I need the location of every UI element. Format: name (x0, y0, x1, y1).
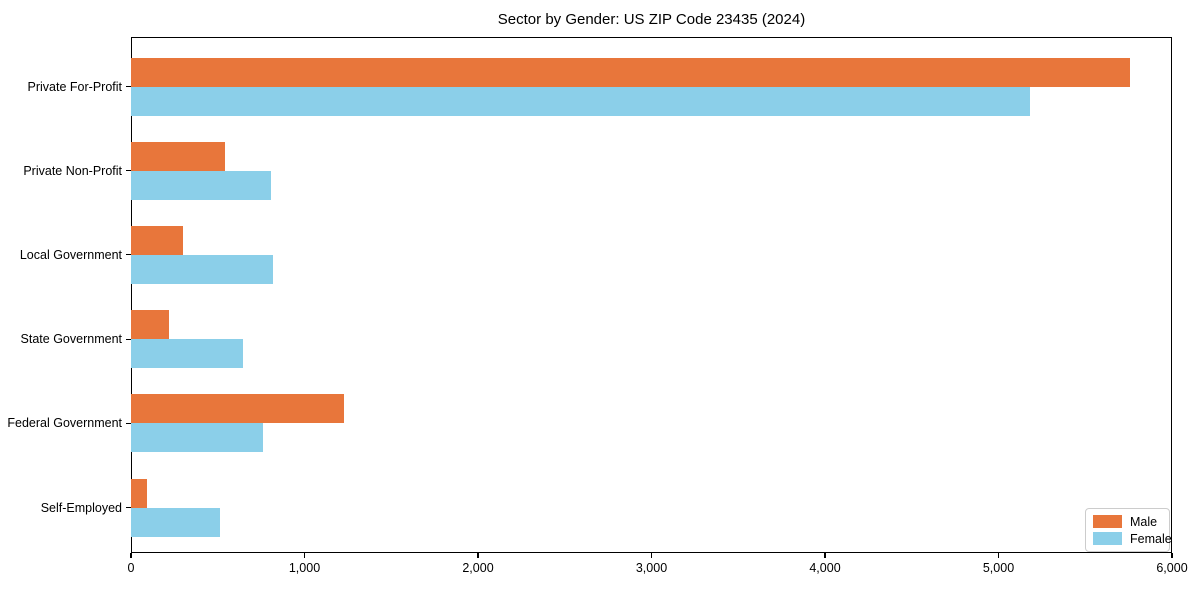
legend-item-male: Male (1093, 514, 1162, 529)
chart-title: Sector by Gender: US ZIP Code 23435 (202… (497, 11, 806, 28)
x-tick-label-4-000: 4,000 (809, 561, 841, 575)
y-tick-mark (126, 85, 131, 88)
x-tick-mark (824, 553, 826, 558)
bar-female-federal-government (131, 423, 263, 453)
x-tick-label-1-000: 1,000 (288, 561, 321, 575)
bar-female-private-for-profit (131, 86, 1030, 116)
y-tick-mark (126, 338, 131, 340)
legend-item-female: Female (1093, 531, 1172, 546)
x-tick-mark (997, 553, 1000, 558)
x-tick-mark (303, 553, 306, 558)
bar-female-self-employed (131, 507, 221, 537)
bar-female-state-government (131, 339, 243, 369)
y-tick-label-local-government: Local Government (19, 247, 122, 262)
x-tick-label-2-000: 2,000 (462, 561, 494, 575)
legend: Male Female (1085, 508, 1172, 552)
bar-male-private-for-profit (131, 57, 1131, 87)
bar-female-local-government (131, 254, 273, 284)
x-tick-label-6-000: 6,000 (1156, 561, 1188, 575)
y-tick-label-private-for-profit: Private For-Profit (27, 79, 122, 94)
y-tick-mark (126, 422, 131, 424)
y-tick-label-private-non-profit: Private Non-Profit (23, 163, 122, 178)
x-tick-label-5-000: 5,000 (982, 561, 1015, 575)
y-tick-mark (126, 170, 131, 172)
y-tick-label-federal-government: Federal Government (7, 416, 122, 431)
x-tick-mark (650, 553, 653, 558)
y-tick-mark (126, 506, 131, 509)
x-tick-label-3-000: 3,000 (635, 561, 668, 575)
x-tick-mark (1171, 553, 1173, 558)
y-tick-label-self-employed: Self-Employed (40, 500, 122, 515)
x-tick-mark (130, 553, 132, 558)
y-tick-label-state-government: State Government (20, 332, 122, 347)
bar-male-self-employed (131, 478, 148, 508)
bar-male-federal-government (131, 394, 344, 424)
bar-male-state-government (131, 310, 170, 340)
x-tick-label-0: 0 (127, 561, 135, 575)
legend-swatch-female (1093, 532, 1122, 545)
x-tick-mark (477, 553, 479, 558)
bar-male-private-non-profit (131, 141, 225, 171)
legend-label-male: Male (1130, 514, 1158, 529)
bar-female-private-non-profit (131, 170, 272, 200)
plot-area (131, 37, 1172, 553)
legend-swatch-male (1093, 515, 1122, 528)
bar-male-local-government (131, 225, 183, 255)
y-tick-mark (126, 254, 131, 256)
legend-label-female: Female (1130, 531, 1172, 546)
